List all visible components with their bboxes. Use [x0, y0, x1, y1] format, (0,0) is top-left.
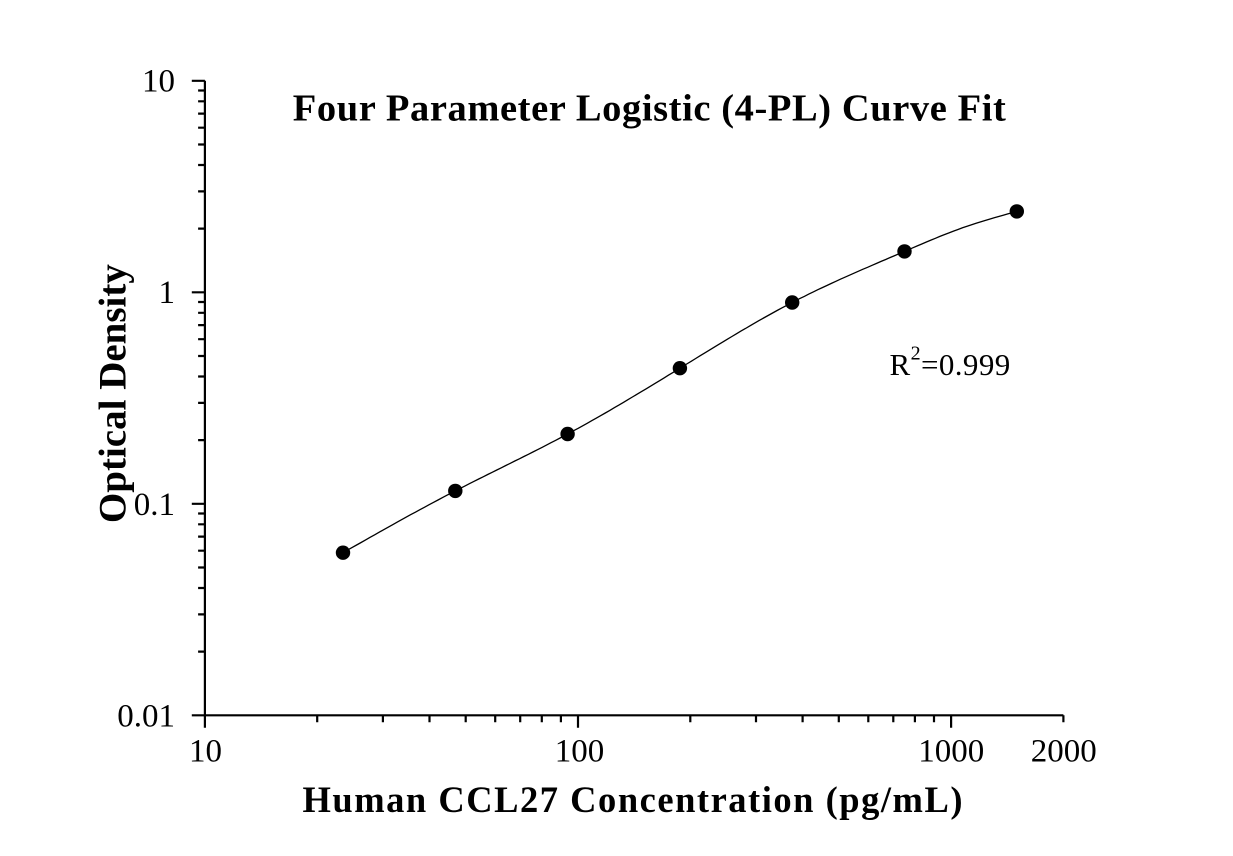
svg-text:R2=0.999: R2=0.999 [890, 343, 1011, 382]
svg-text:0.1: 0.1 [134, 487, 175, 523]
svg-text:2000: 2000 [1031, 734, 1097, 770]
svg-text:1000: 1000 [918, 734, 984, 770]
svg-text:1: 1 [159, 275, 176, 311]
svg-text:100: 100 [555, 734, 605, 770]
svg-text:Human CCL27 Concentration (pg/: Human CCL27 Concentration (pg/mL) [303, 779, 963, 820]
svg-text:Optical Density: Optical Density [91, 264, 134, 523]
svg-text:0.01: 0.01 [117, 698, 175, 734]
svg-text:10: 10 [189, 734, 222, 770]
svg-text:Four Parameter Logistic (4-PL): Four Parameter Logistic (4-PL) Curve Fit [293, 87, 1006, 129]
svg-text:10: 10 [142, 64, 175, 100]
